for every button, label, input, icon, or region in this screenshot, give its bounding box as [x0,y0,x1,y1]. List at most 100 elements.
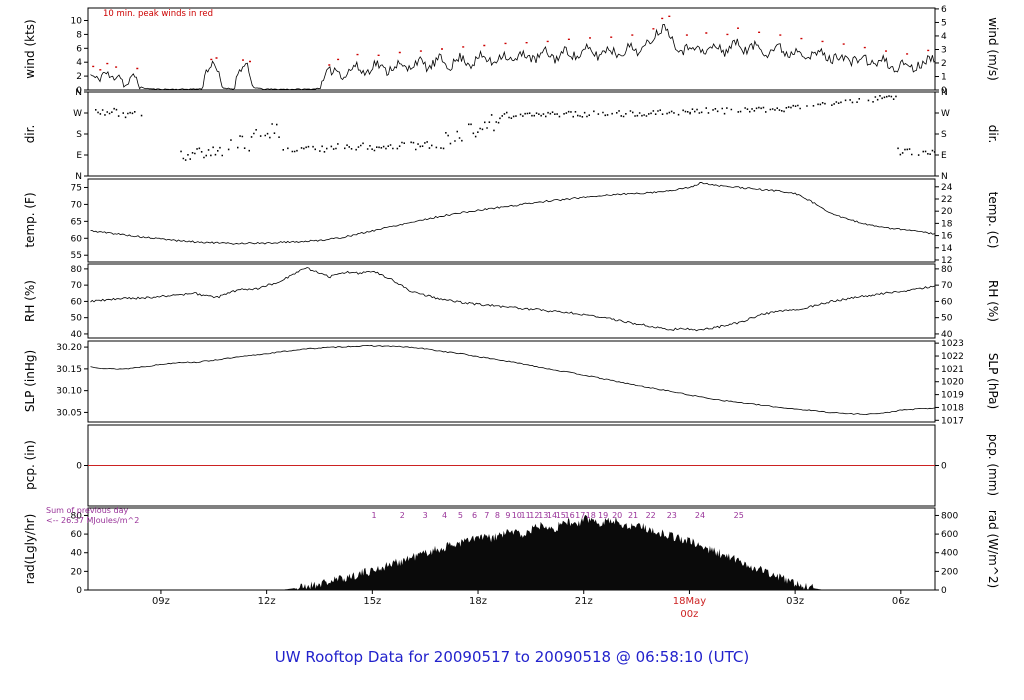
svg-text:60: 60 [941,297,953,307]
svg-text:18: 18 [941,219,953,229]
svg-text:N: N [75,172,82,182]
svg-text:2: 2 [76,72,82,82]
svg-text:20: 20 [71,567,83,577]
svg-text:30.15: 30.15 [56,365,82,375]
svg-text:20: 20 [941,207,953,217]
svg-text:17: 17 [575,511,585,520]
svg-text:22: 22 [941,195,952,205]
svg-text:18z: 18z [469,596,487,607]
svg-text:03z: 03z [786,596,804,607]
peak-winds-legend: 10 min. peak winds in red [103,9,214,19]
svg-text:1020: 1020 [941,378,964,388]
svg-text:400: 400 [941,549,958,559]
svg-text:23: 23 [667,511,677,520]
svg-text:18: 18 [586,511,596,520]
svg-text:60: 60 [71,297,83,307]
svg-text:65: 65 [71,217,82,227]
svg-text:1021: 1021 [941,365,964,375]
svg-text:30.10: 30.10 [56,387,82,397]
svg-text:09z: 09z [152,596,170,607]
svg-text:24: 24 [941,183,953,193]
slp-inhg-axis-label: SLP (inHg) [23,349,37,413]
svg-text:30.05: 30.05 [56,408,82,418]
svg-text:15: 15 [556,511,566,520]
svg-text:4: 4 [442,511,447,520]
svg-text:0: 0 [76,462,82,472]
svg-text:6: 6 [76,44,82,54]
svg-text:1018: 1018 [941,403,964,413]
svg-text:8: 8 [76,30,82,40]
svg-text:N: N [941,172,948,182]
svg-text:1017: 1017 [941,416,964,426]
svg-text:80: 80 [71,511,83,521]
dir-left-axis-label: dir. [23,124,37,144]
svg-text:800: 800 [941,511,958,521]
svg-text:21: 21 [628,511,638,520]
svg-text:8: 8 [495,511,500,520]
svg-text:12: 12 [529,511,539,520]
rad-sum-note-line1: Sum of previous day [46,506,129,515]
wind-ms-axis-label: wind (m/s) [986,17,1000,81]
svg-text:40: 40 [71,549,83,559]
svg-text:9: 9 [505,511,510,520]
svg-text:0: 0 [941,86,947,96]
svg-text:50: 50 [941,314,953,324]
svg-text:7: 7 [484,511,489,520]
svg-text:3: 3 [941,45,947,55]
svg-text:20: 20 [612,511,622,520]
svg-text:5: 5 [941,18,947,28]
svg-text:600: 600 [941,530,958,540]
svg-text:N: N [941,88,948,98]
svg-text:6: 6 [941,5,947,15]
temp-f-axis-label: temp. (F) [23,192,37,248]
svg-text:1019: 1019 [941,391,964,401]
svg-text:50: 50 [71,314,83,324]
svg-text:24: 24 [695,511,705,520]
svg-text:12: 12 [941,256,952,266]
svg-text:60: 60 [71,234,83,244]
svg-text:06z: 06z [892,596,910,607]
svg-text:4: 4 [941,32,947,42]
rad-ly-axis-label: rad(Lgly/hr) [23,513,37,585]
svg-text:75: 75 [71,183,82,193]
svg-text:10: 10 [512,511,522,520]
svg-text:1: 1 [372,511,377,520]
rh-left-axis-label: RH (%) [23,280,37,322]
svg-text:N: N [75,88,82,98]
svg-text:16: 16 [941,232,953,242]
svg-text:14: 14 [941,244,953,254]
svg-text:40: 40 [941,330,953,340]
svg-text:E: E [941,151,947,161]
temp-c-axis-label: temp. (C) [986,191,1000,249]
svg-text:16: 16 [565,511,575,520]
svg-text:0: 0 [76,86,82,96]
rad-wm2-axis-label: rad (W/m^2) [986,509,1000,589]
rh-right-axis-label: RH (%) [986,280,1000,322]
svg-text:200: 200 [941,567,958,577]
svg-text:4: 4 [76,58,82,68]
svg-text:1023: 1023 [941,339,964,349]
svg-text:0: 0 [941,462,947,472]
svg-text:3: 3 [423,511,428,520]
svg-text:30.20: 30.20 [56,343,82,353]
svg-text:18May: 18May [673,596,706,607]
svg-text:70: 70 [941,281,953,291]
svg-text:80: 80 [941,265,953,275]
svg-text:S: S [76,130,82,140]
svg-text:0: 0 [76,586,82,596]
svg-text:5: 5 [458,511,463,520]
svg-text:25: 25 [734,511,744,520]
svg-text:E: E [76,151,82,161]
svg-text:1022: 1022 [941,352,964,362]
svg-text:19: 19 [598,511,608,520]
svg-text:12z: 12z [258,596,276,607]
svg-text:S: S [941,130,947,140]
svg-text:55: 55 [71,251,82,261]
svg-text:1: 1 [941,73,947,83]
svg-text:W: W [941,109,950,119]
svg-text:21z: 21z [575,596,593,607]
svg-text:0: 0 [941,586,947,596]
svg-text:15z: 15z [363,596,381,607]
